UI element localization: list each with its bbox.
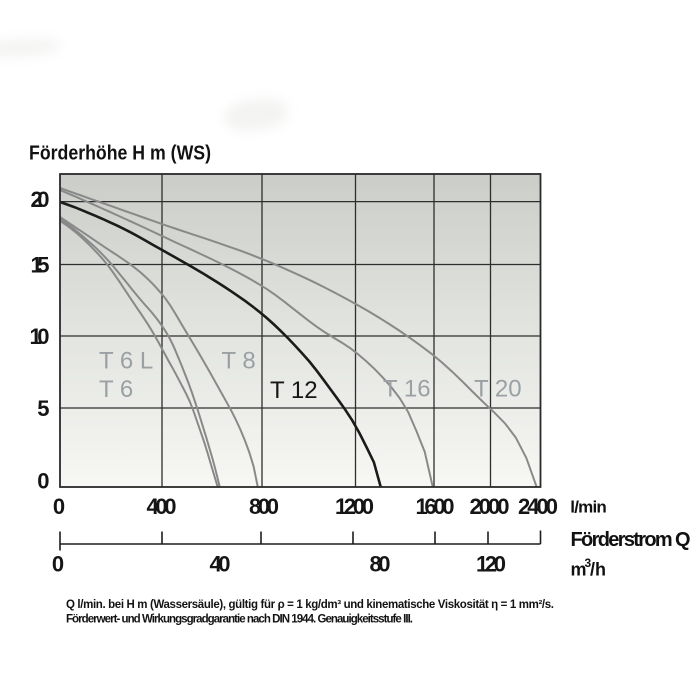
svg-text:T 8: T 8	[222, 348, 256, 375]
svg-text:3: 3	[585, 556, 592, 570]
svg-text:Förderstrom Q: Förderstrom Q	[571, 529, 691, 551]
svg-text:Förderhöhe H m (WS): Förderhöhe H m (WS)	[29, 143, 211, 165]
svg-text:T 6 L: T 6 L	[99, 348, 153, 375]
svg-text:400: 400	[147, 494, 177, 519]
svg-text:T 6: T 6	[99, 376, 133, 403]
svg-text:80: 80	[370, 552, 391, 577]
svg-text:120: 120	[476, 552, 506, 577]
svg-text:5: 5	[37, 396, 49, 421]
svg-text:1200: 1200	[335, 494, 374, 519]
svg-text:T 16: T 16	[383, 376, 431, 403]
svg-text:Förderwert- und Wirkungsgradga: Förderwert- und Wirkungsgradgarantie nac…	[66, 614, 413, 626]
svg-text:m: m	[571, 560, 587, 580]
svg-text:10: 10	[30, 324, 50, 349]
svg-text:l/min: l/min	[570, 498, 607, 517]
svg-text:2400: 2400	[518, 494, 558, 519]
svg-text:800: 800	[249, 494, 279, 519]
svg-text:2000: 2000	[470, 494, 510, 519]
svg-text:0: 0	[37, 468, 49, 493]
svg-text:40: 40	[210, 552, 231, 577]
svg-text:T 12: T 12	[270, 377, 318, 404]
svg-text:1600: 1600	[416, 494, 455, 519]
svg-text:/h: /h	[590, 560, 606, 580]
svg-text:T 20: T 20	[474, 376, 522, 403]
svg-text:15: 15	[31, 253, 50, 278]
svg-text:0: 0	[53, 494, 65, 519]
svg-text:Q l/min. bei H m (Wassersäule): Q l/min. bei H m (Wassersäule), gültig f…	[66, 599, 554, 611]
svg-text:0: 0	[52, 552, 64, 577]
svg-text:20: 20	[31, 187, 50, 212]
